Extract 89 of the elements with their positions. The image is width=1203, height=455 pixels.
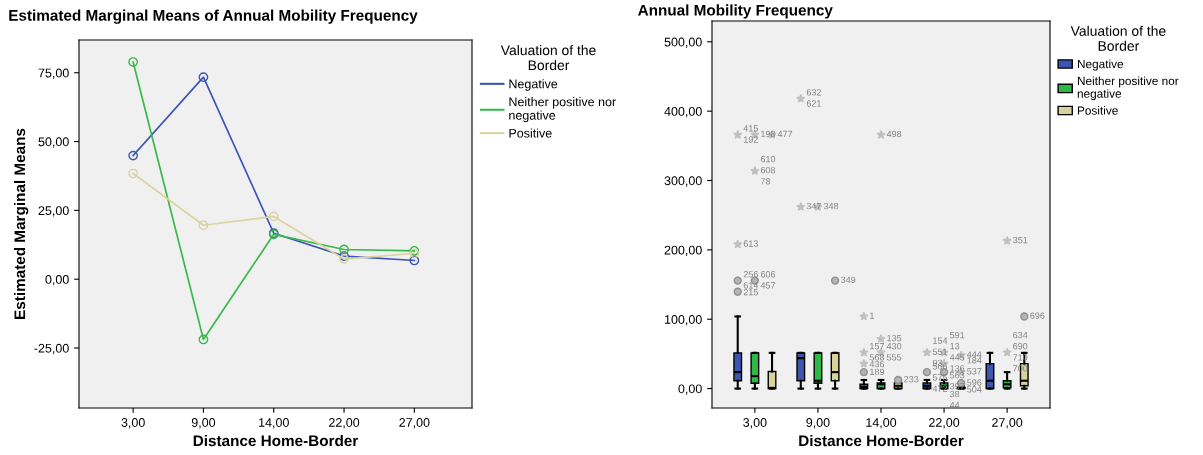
y-axis-title: Estimated Marginal Means (13, 128, 29, 319)
annotation: 555 (886, 354, 902, 361)
point (339, 244, 349, 255)
legend-label: Negative (1077, 59, 1124, 71)
annotation: 192 (743, 136, 758, 143)
annotation: 44 (949, 402, 960, 409)
annotation: 596 (967, 379, 982, 386)
annotation: 198 (761, 130, 776, 138)
annotation: 136 (950, 365, 965, 372)
annotation: 348 (823, 202, 839, 210)
annotation: 591 (949, 331, 965, 339)
annotation: 13 (950, 342, 960, 350)
x-axis-title: Distance Home-Border (193, 434, 359, 447)
x-tick-label: 27,00 (992, 418, 1023, 429)
legend-title: Valuation of the Border (1070, 25, 1166, 51)
point (128, 168, 138, 179)
x-tick-label: 3,00 (121, 418, 145, 429)
annotation: 38 (949, 390, 960, 398)
y-tick-label: 0,00 (678, 384, 702, 395)
y-tick-label: 50,00 (38, 137, 69, 148)
annotation: 575 (932, 374, 948, 381)
x-tick-label: 27,00 (399, 418, 430, 429)
legend-label: Neither positive nor negative (509, 97, 616, 123)
annotation: 349 (840, 276, 856, 284)
y-tick-label: 100,00 (665, 315, 702, 326)
annotation: 444 (966, 351, 982, 358)
y-tick-label: 75,00 (38, 68, 69, 79)
annotation: 537 (967, 368, 982, 375)
annotation: 430 (886, 342, 902, 350)
annotation: 563 (949, 372, 965, 379)
point (268, 211, 279, 222)
annotation: 477 (777, 130, 793, 138)
annotation: 78 (760, 178, 771, 185)
annotation: 215 (743, 288, 758, 296)
legend-label: Negative (509, 79, 558, 91)
x-axis-title: Distance Home-Border (799, 434, 964, 447)
annotation: 696 (1030, 312, 1045, 319)
point (198, 220, 209, 231)
annotation: 184 (967, 357, 982, 364)
point (128, 150, 138, 161)
legend-title: Valuation of the Border (500, 45, 596, 71)
annotation: 436 (869, 360, 885, 368)
y-tick-label: 500,00 (664, 37, 702, 48)
point (198, 334, 209, 345)
annotation: 632 (806, 89, 821, 96)
point (128, 57, 138, 67)
annotation: 498 (886, 130, 902, 138)
annotation: 621 (806, 100, 821, 107)
x-tick-label: 9,00 (806, 418, 830, 429)
x-tick-label: 14,00 (866, 418, 897, 429)
chart-title: Annual Mobility Frequency (638, 4, 833, 19)
chart-title: Estimated Marginal Means of Annual Mobility Frequency (9, 9, 418, 24)
y-tick-label: -25,00 (34, 343, 69, 355)
annotation: 608 (760, 166, 776, 174)
y-tick-label: 0,00 (45, 274, 69, 286)
annotation: 351 (1013, 236, 1028, 244)
annotation: 157 (870, 343, 885, 350)
legend-label: Positive (1077, 106, 1118, 115)
annotation: 233 (904, 376, 919, 383)
annotation: 135 (887, 334, 902, 342)
annotation: 415 (743, 125, 758, 132)
annotation: 634 (1013, 331, 1028, 339)
annotation: 690 (1013, 342, 1028, 350)
annotation: 189 (870, 368, 885, 376)
point (409, 255, 420, 266)
y-tick-label: 200,00 (664, 245, 702, 256)
x-tick-label: 22,00 (329, 418, 360, 429)
annotation: 256 (743, 271, 758, 278)
annotation: 606 (760, 271, 776, 278)
annotation: 610 (760, 155, 776, 163)
annotation: 613 (743, 240, 758, 247)
y-tick-label: 400,00 (664, 106, 702, 118)
annotation: 457 (760, 282, 776, 289)
legend-label: Neither positive nor negative (1077, 76, 1179, 101)
annotation: 504 (967, 386, 982, 393)
legend-label: Positive (509, 128, 552, 138)
annotation: 445 (949, 354, 965, 361)
x-tick-label: 14,00 (259, 418, 289, 429)
annotation: 154 (933, 337, 948, 344)
point (198, 72, 209, 83)
y-tick-label: 300,00 (664, 176, 702, 187)
x-tick-label: 3,00 (743, 418, 767, 429)
annotation: 472 (932, 385, 948, 392)
x-tick-label: 9,00 (191, 418, 216, 429)
y-tick-label: 25,00 (38, 206, 69, 217)
annotation: 568 (869, 354, 885, 361)
annotation: 1 (870, 312, 874, 319)
annotation: 347 (806, 202, 821, 210)
x-tick-label: 22,00 (929, 418, 960, 429)
